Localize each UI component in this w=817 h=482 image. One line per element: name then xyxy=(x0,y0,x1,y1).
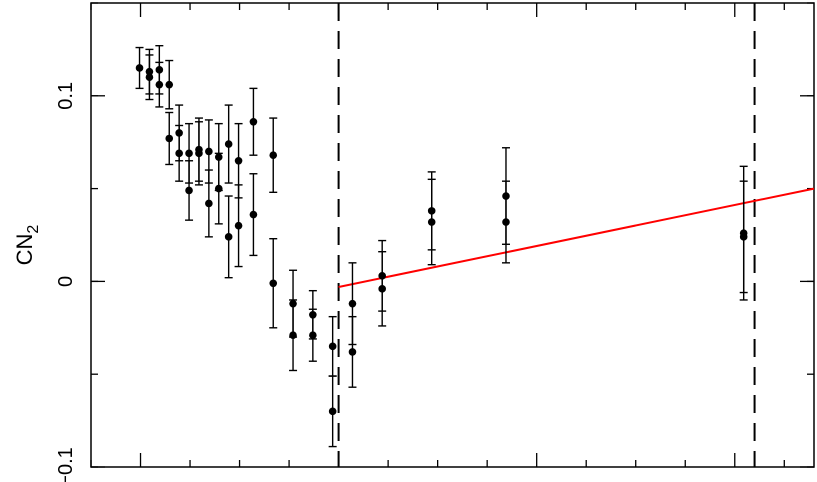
y-axis-label: CN2 xyxy=(12,225,42,266)
plot-border xyxy=(90,2,815,468)
data-point xyxy=(309,331,317,340)
y-tick-labels: −0.1 0 0.1 xyxy=(55,82,77,482)
data-point xyxy=(328,342,337,351)
y-tick-label: −0.1 xyxy=(55,447,77,482)
data-point xyxy=(155,66,164,74)
fit-line-group xyxy=(338,187,815,288)
data-points xyxy=(135,64,748,416)
plot-frame xyxy=(90,2,815,468)
data-point xyxy=(145,67,154,76)
y-axis-label-subscript: 2 xyxy=(25,225,42,234)
data-point xyxy=(224,233,233,241)
data-point xyxy=(195,149,203,158)
data-point xyxy=(234,221,243,230)
data-point xyxy=(155,80,164,89)
data-point xyxy=(185,186,193,195)
data-point xyxy=(328,407,337,416)
error-bars xyxy=(135,44,748,448)
data-point xyxy=(185,149,193,158)
data-point xyxy=(234,156,243,165)
data-point xyxy=(269,279,278,288)
data-point xyxy=(502,218,510,226)
data-point xyxy=(205,199,213,208)
data-point xyxy=(214,153,223,161)
data-point xyxy=(224,140,233,148)
data-point xyxy=(289,299,297,308)
vertical-dashed-lines xyxy=(337,3,756,467)
data-point xyxy=(249,117,258,126)
data-point xyxy=(214,184,223,193)
y-tick-label: 0.1 xyxy=(55,82,77,110)
data-point xyxy=(165,80,174,89)
data-point xyxy=(739,233,748,241)
data-point xyxy=(175,149,183,158)
data-point xyxy=(249,210,258,219)
fit-line xyxy=(338,187,815,288)
data-point xyxy=(289,331,297,340)
data-point xyxy=(427,207,436,215)
data-point xyxy=(175,129,183,137)
data-point xyxy=(165,134,174,143)
data-point xyxy=(348,348,357,356)
data-point xyxy=(378,272,386,280)
data-point xyxy=(145,73,154,82)
axis-ticks xyxy=(90,2,814,468)
data-point xyxy=(309,311,317,319)
data-point xyxy=(135,64,144,72)
data-point xyxy=(348,299,357,308)
data-point xyxy=(427,218,436,226)
data-point xyxy=(502,192,510,200)
data-point xyxy=(378,285,386,293)
y-axis-label-main: CN xyxy=(12,234,37,266)
data-point xyxy=(269,151,278,159)
y-tick-label: 0 xyxy=(55,276,77,287)
data-point xyxy=(205,147,213,156)
